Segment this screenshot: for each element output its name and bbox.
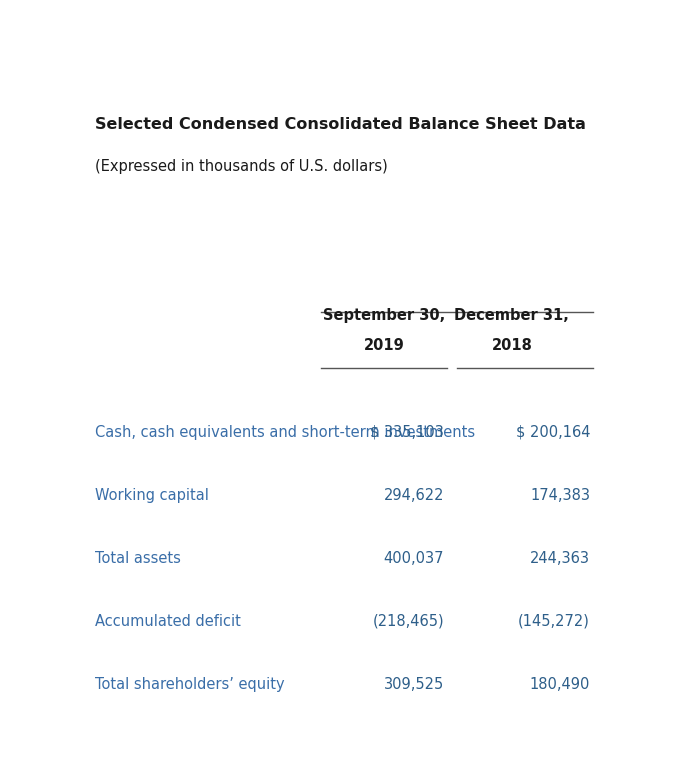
Text: 400,037: 400,037 bbox=[384, 551, 444, 566]
Text: Accumulated deficit: Accumulated deficit bbox=[94, 614, 240, 629]
Text: 244,363: 244,363 bbox=[530, 551, 590, 566]
Text: 2018: 2018 bbox=[491, 337, 532, 353]
Text: (Expressed in thousands of U.S. dollars): (Expressed in thousands of U.S. dollars) bbox=[94, 160, 387, 174]
Text: December 31,: December 31, bbox=[454, 308, 569, 323]
Text: (145,272): (145,272) bbox=[518, 614, 590, 629]
Text: 180,490: 180,490 bbox=[530, 677, 590, 692]
Text: $ 335,103: $ 335,103 bbox=[370, 425, 444, 440]
Text: 2019: 2019 bbox=[363, 337, 404, 353]
Text: 309,525: 309,525 bbox=[384, 677, 444, 692]
Text: $ 200,164: $ 200,164 bbox=[516, 425, 590, 440]
Text: Working capital: Working capital bbox=[94, 488, 209, 503]
Text: (218,465): (218,465) bbox=[372, 614, 444, 629]
Text: Selected Condensed Consolidated Balance Sheet Data: Selected Condensed Consolidated Balance … bbox=[94, 118, 586, 132]
Text: 294,622: 294,622 bbox=[384, 488, 444, 503]
Text: Cash, cash equivalents and short-term investments: Cash, cash equivalents and short-term in… bbox=[94, 425, 474, 440]
Text: Total assets: Total assets bbox=[94, 551, 180, 566]
Text: September 30,: September 30, bbox=[323, 308, 445, 323]
Text: Total shareholders’ equity: Total shareholders’ equity bbox=[94, 677, 284, 692]
Text: 174,383: 174,383 bbox=[530, 488, 590, 503]
